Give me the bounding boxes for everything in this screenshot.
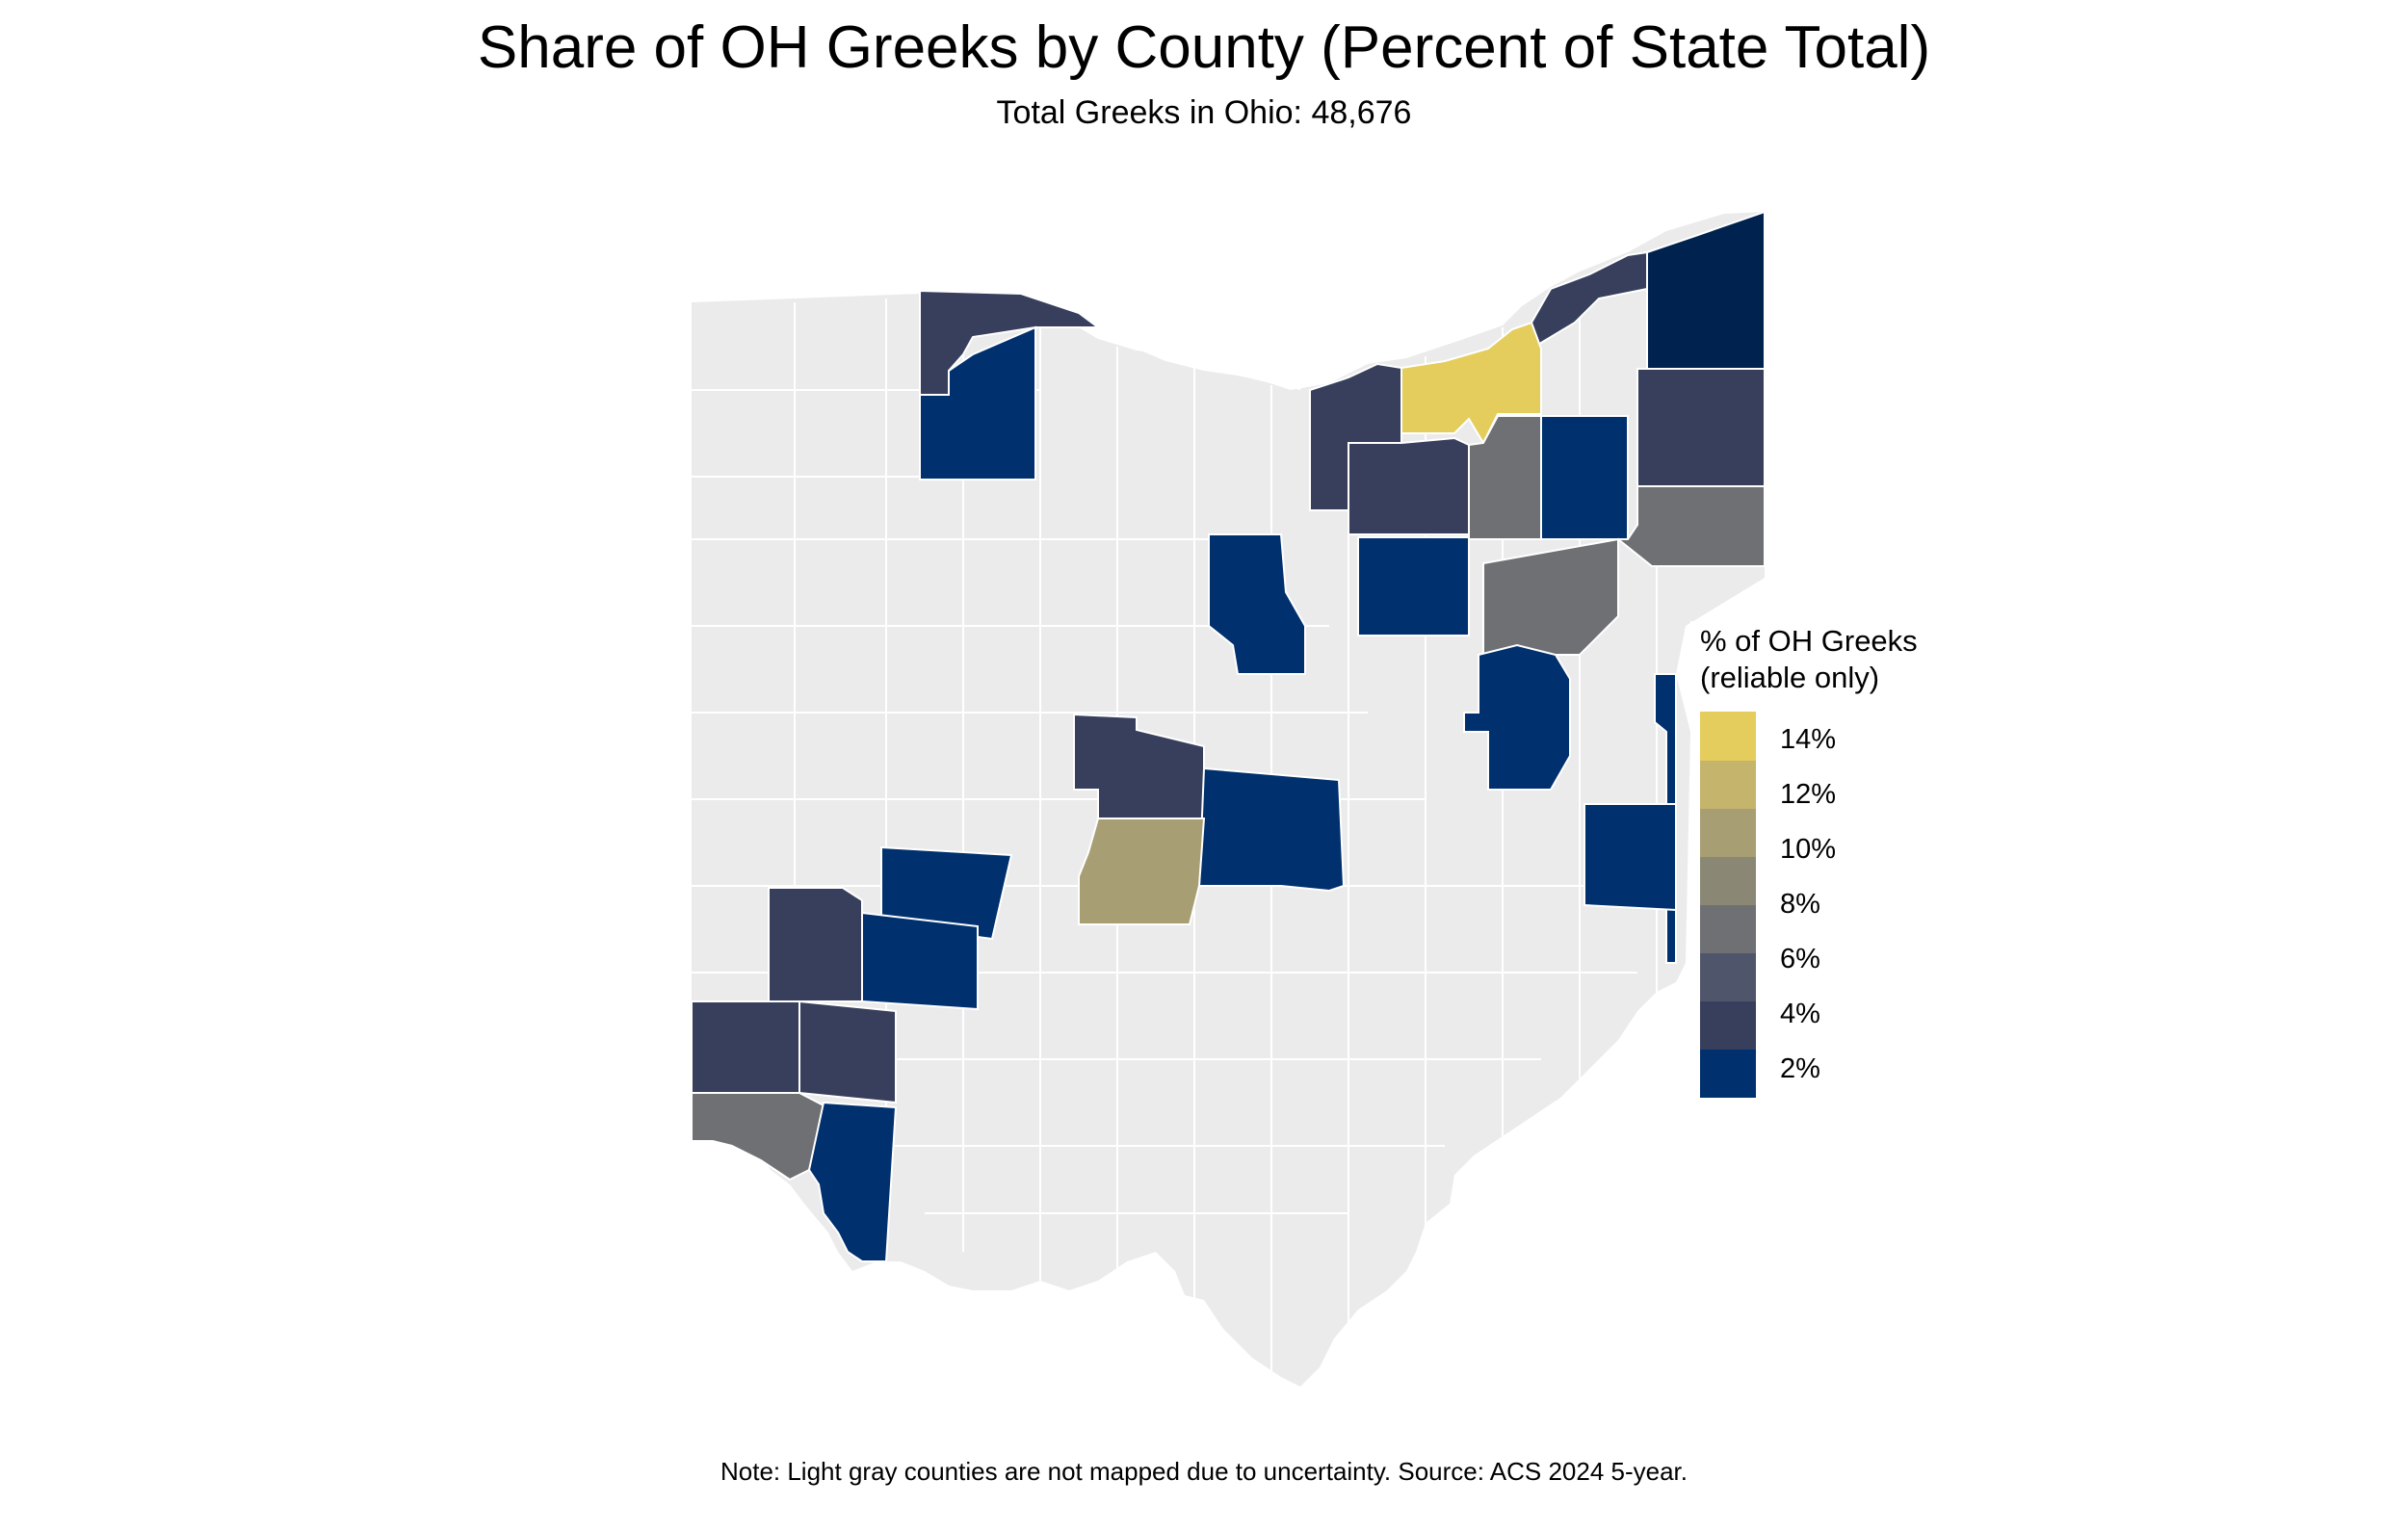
legend-swatch bbox=[1700, 952, 1756, 1001]
legend-swatch bbox=[1700, 856, 1756, 905]
legend-swatch bbox=[1700, 808, 1756, 857]
county-ashtabula bbox=[1646, 210, 1766, 373]
legend-break-label: 8% bbox=[1780, 889, 1820, 920]
county-tuscarawas bbox=[1463, 643, 1571, 791]
legend-swatch bbox=[1700, 712, 1756, 761]
county-belmont bbox=[1584, 803, 1677, 912]
legend-break-label: 14% bbox=[1780, 723, 1837, 755]
county-trumbull bbox=[1636, 368, 1766, 487]
county-clermont bbox=[807, 1101, 898, 1262]
county-licking bbox=[1197, 766, 1346, 893]
legend-break-label: 10% bbox=[1780, 833, 1837, 865]
footnote: Note: Light gray counties are not mapped… bbox=[720, 1457, 1688, 1486]
legend-swatch bbox=[1700, 904, 1756, 953]
county-mahoning bbox=[1615, 485, 1766, 567]
mapped-counties bbox=[691, 210, 1766, 1262]
map-legend: % of OH Greeks (reliable only) 14% 12% 10%… bbox=[1690, 621, 1941, 1103]
county-franklin bbox=[1078, 818, 1206, 925]
county-hamilton bbox=[691, 1092, 825, 1181]
county-montgomery bbox=[768, 887, 863, 1002]
lake-erie-shoreline bbox=[1098, 325, 1305, 390]
county-clark bbox=[880, 845, 1013, 941]
legend-title: % of OH Greeks (reliable only) bbox=[1700, 624, 1918, 694]
legend-swatch bbox=[1700, 760, 1756, 809]
county-medina bbox=[1348, 436, 1470, 535]
county-warren bbox=[798, 1000, 897, 1104]
county-greene bbox=[861, 911, 979, 1011]
county-wayne bbox=[1357, 536, 1470, 636]
legend-break-label: 12% bbox=[1780, 778, 1837, 810]
legend-swatch bbox=[1700, 1049, 1756, 1098]
legend-break-label: 6% bbox=[1780, 944, 1820, 975]
legend-swatch bbox=[1700, 1000, 1756, 1050]
county-cuyahoga bbox=[1400, 321, 1542, 446]
map-title: Share of OH Greeks by County (Percent of… bbox=[477, 14, 1931, 81]
county-richland bbox=[1208, 533, 1306, 675]
legend-break-label: 2% bbox=[1780, 1053, 1820, 1085]
county-portage bbox=[1540, 415, 1629, 540]
legend-color-bar bbox=[1700, 712, 1756, 1098]
county-stark bbox=[1482, 537, 1619, 656]
county-wood bbox=[919, 325, 1036, 480]
county-butler bbox=[691, 1000, 800, 1094]
map-subtitle: Total Greeks in Ohio: 48,676 bbox=[996, 94, 1412, 131]
legend-break-label: 4% bbox=[1780, 999, 1820, 1030]
county-lake bbox=[1531, 250, 1648, 351]
